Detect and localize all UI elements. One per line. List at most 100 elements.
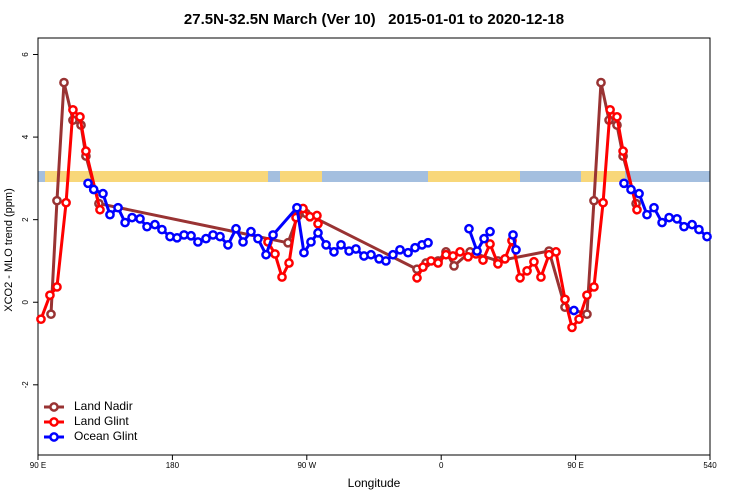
data-point [395, 244, 405, 255]
data-point [472, 246, 482, 256]
data-point [464, 223, 474, 234]
data-point [485, 239, 495, 249]
data-point [186, 230, 196, 241]
y-tick-label: -2 [21, 381, 30, 389]
data-point [270, 249, 280, 259]
data-point [626, 184, 636, 195]
data-point [418, 262, 428, 272]
data-point [284, 258, 294, 268]
data-point [529, 256, 539, 267]
data-point [560, 294, 570, 305]
data-point [508, 230, 518, 240]
data-point [120, 217, 130, 228]
data-point [157, 224, 167, 235]
map-land [428, 171, 520, 182]
data-point [672, 213, 682, 224]
x-axis-label: Longitude [348, 476, 401, 490]
data-point [52, 195, 62, 206]
map-land [45, 171, 268, 182]
data-point [522, 266, 532, 276]
data-point [142, 221, 152, 232]
data-point [215, 231, 225, 242]
data-point [412, 273, 422, 283]
data-point [59, 77, 69, 88]
data-point [618, 146, 628, 156]
legend-label: Land Nadir [74, 399, 133, 413]
data-point [463, 251, 473, 262]
data-point [238, 237, 248, 247]
data-point [582, 290, 592, 301]
x-tick-label: 0 [439, 461, 444, 470]
x-tick-label: 90 E [30, 461, 46, 470]
data-point [277, 272, 287, 282]
data-point [223, 239, 233, 250]
data-point [500, 254, 510, 264]
data-point [596, 77, 606, 88]
data-point [253, 233, 263, 244]
data-point [605, 104, 615, 115]
data-point [105, 209, 115, 220]
legend-label: Ocean Glint [74, 429, 138, 443]
data-point [589, 195, 599, 206]
legend-label: Land Glint [74, 414, 129, 428]
y-tick-label: 0 [21, 299, 30, 304]
data-point [515, 273, 525, 283]
y-tick-label: 2 [21, 217, 30, 222]
data-point [193, 237, 203, 247]
data-point [313, 218, 323, 229]
data-point [83, 178, 93, 189]
y-tick-label: 4 [21, 134, 30, 139]
data-point [388, 249, 398, 260]
data-point [312, 210, 322, 221]
data-point [702, 231, 712, 242]
data-point [687, 219, 697, 230]
data-point [52, 282, 62, 292]
data-point [150, 219, 160, 230]
data-point [351, 244, 361, 254]
map-strip [38, 171, 710, 182]
plot-frame [37, 37, 711, 456]
data-point [201, 233, 211, 244]
chart-title: 27.5N-32.5N March (Ver 10) 2015-01-01 to… [184, 11, 564, 28]
x-tick-label: 540 [703, 461, 717, 470]
x-tick-label: 90 E [567, 461, 583, 470]
data-point [649, 202, 659, 213]
data-point [455, 247, 465, 257]
data-point [574, 314, 584, 325]
data-point [81, 146, 91, 156]
legend-marker [49, 432, 59, 442]
data-point [569, 305, 579, 316]
data-point [46, 309, 56, 320]
data-point [45, 290, 55, 301]
map-ocean [38, 171, 710, 182]
data-point [306, 237, 316, 247]
data-point [485, 226, 495, 237]
data-point [135, 213, 145, 224]
data-point [433, 258, 443, 268]
data-point [632, 204, 642, 215]
data-point [246, 226, 256, 237]
data-point [95, 204, 105, 215]
data-point [479, 233, 489, 244]
data-point [567, 322, 577, 333]
x-tick-label: 180 [166, 461, 180, 470]
data-point [61, 197, 71, 208]
x-tick-label: 90 W [297, 461, 316, 470]
data-point [478, 255, 488, 265]
data-point [511, 244, 521, 255]
legend-marker [49, 417, 59, 427]
data-point [619, 178, 629, 189]
data-point [449, 261, 459, 271]
data-point [551, 247, 561, 257]
data-point [127, 212, 137, 223]
data-point [113, 202, 123, 213]
data-point [589, 282, 599, 292]
data-point [679, 221, 689, 232]
data-point [694, 224, 704, 235]
data-point [598, 197, 608, 208]
legend-marker [49, 402, 59, 412]
data-point [292, 202, 302, 213]
data-point [582, 309, 592, 320]
data-point [448, 251, 458, 261]
